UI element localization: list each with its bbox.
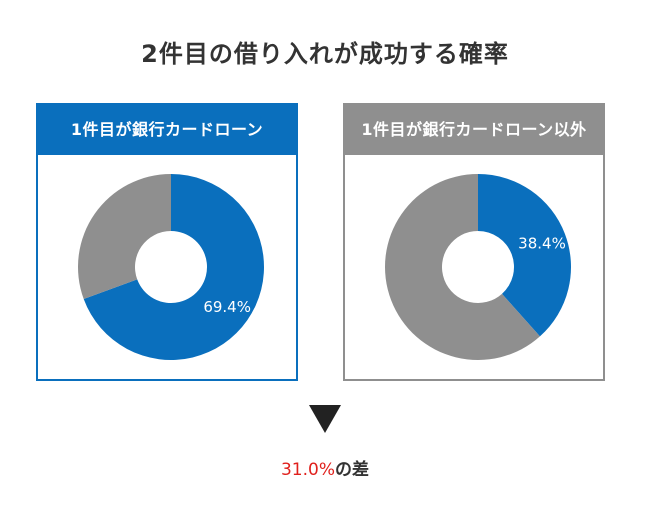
- donut-label-0-0: 69.4%: [203, 298, 251, 316]
- donut-label-1-0: 38.4%: [518, 235, 566, 253]
- donut-chart-non-bank-card-loan: 38.4%: [385, 174, 571, 360]
- chart-title-bank-card-loan: 1件目が銀行カードローン: [38, 105, 296, 155]
- donut-chart-bank-card-loan: 69.4%: [78, 174, 264, 360]
- donut-slice-0-0: [83, 174, 264, 360]
- chart-panel-bank-card-loan: 1件目が銀行カードローン 69.4%: [36, 103, 298, 381]
- chart-panel-non-bank-card-loan: 1件目が銀行カードローン以外 38.4%: [343, 103, 605, 381]
- difference-suffix: の差: [335, 460, 369, 480]
- donut-slice-1-0: [478, 174, 571, 337]
- page-title: 2件目の借り入れが成功する確率: [141, 40, 509, 68]
- difference-value: 31.0%: [280, 460, 335, 480]
- down-triangle-icon: [309, 405, 341, 433]
- difference-text: 31.0%の差: [0, 455, 650, 480]
- donut-slice-1-1: [385, 174, 540, 360]
- chart-title-non-bank-card-loan: 1件目が銀行カードローン以外: [345, 105, 603, 155]
- donut-slice-0-1: [78, 174, 171, 300]
